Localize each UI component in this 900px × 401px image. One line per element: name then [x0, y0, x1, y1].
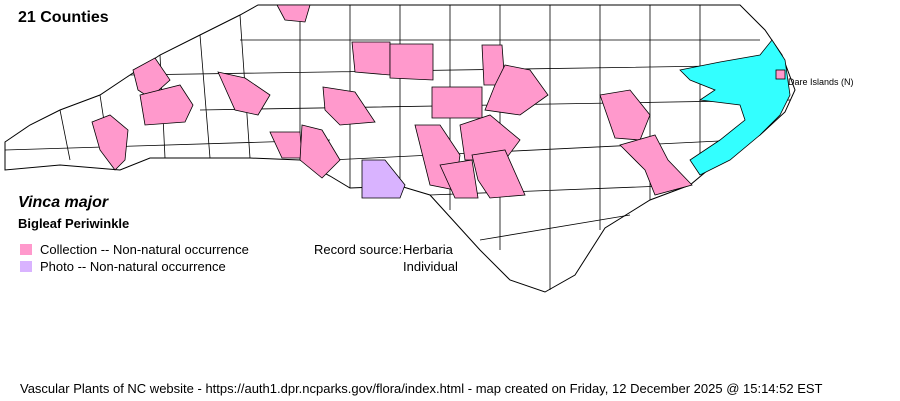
county-collection: [619, 134, 693, 196]
county-collection: [139, 84, 194, 126]
county-collection: [132, 57, 171, 99]
legend-swatch-photo: [20, 261, 32, 272]
county-collection: [217, 71, 271, 116]
county-collection: [351, 41, 391, 76]
county-collection: [484, 64, 549, 116]
common-name: Bigleaf Periwinkle: [18, 216, 130, 231]
county-photo: [361, 159, 406, 199]
county-collection: [276, 4, 311, 23]
county-collection: [431, 86, 483, 119]
county-collection: [299, 124, 341, 179]
county-collection: [439, 159, 479, 199]
county-count-title: 21 Counties: [18, 9, 109, 26]
county-collection: [459, 114, 521, 161]
dare-islands-marker: [775, 69, 786, 80]
record-source-herbaria: Herbaria: [403, 242, 453, 257]
legend-item-collection: Collection -- Non-natural occurrence: [20, 242, 249, 257]
collection-counties: [91, 4, 786, 199]
legend-label: Photo -- Non-natural occurrence: [40, 259, 226, 274]
sound-water: [679, 39, 791, 176]
county-collection: [322, 86, 376, 126]
record-source-label: Record source:: [314, 242, 403, 257]
footer-credit: Vascular Plants of NC website - https://…: [20, 381, 823, 396]
county-collection: [471, 149, 526, 199]
legend-swatch-collection: [20, 244, 32, 255]
county-collection: [599, 89, 651, 141]
legend-item-photo: Photo -- Non-natural occurrence: [20, 259, 226, 274]
scientific-name: Vinca major: [18, 194, 109, 211]
county-collection: [389, 43, 434, 81]
legend-label: Collection -- Non-natural occurrence: [40, 242, 249, 257]
record-source-individual: Individual: [403, 259, 458, 274]
county-collection: [91, 114, 129, 171]
dare-islands-label: Dare Islands (N): [788, 77, 854, 87]
